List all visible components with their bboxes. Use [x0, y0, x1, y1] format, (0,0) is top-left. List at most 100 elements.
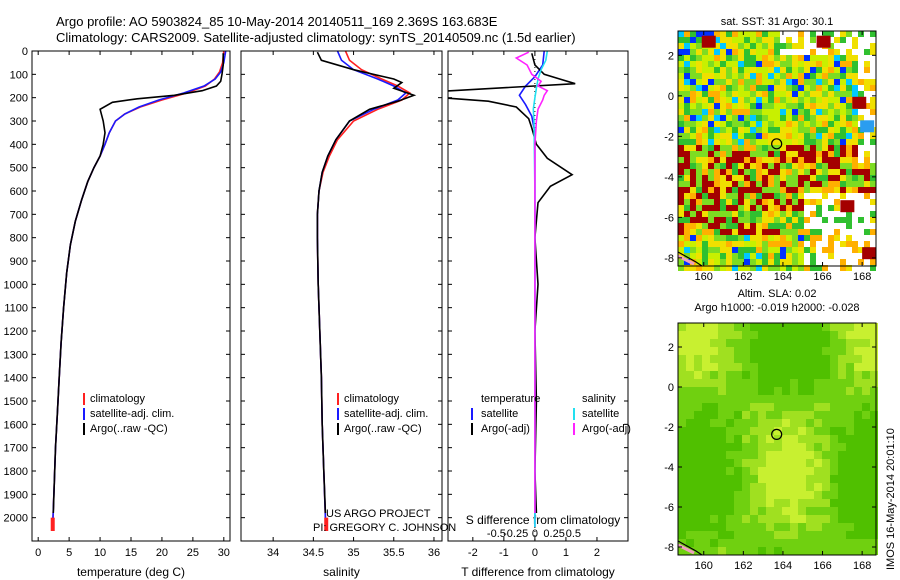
- map-cell: [720, 133, 726, 139]
- map-cell: [726, 205, 732, 211]
- map-cell: [694, 371, 702, 379]
- map-cell: [780, 151, 786, 157]
- map-cell: [742, 331, 750, 339]
- map-cell: [734, 403, 742, 411]
- map-cell: [738, 253, 744, 259]
- map-cell: [714, 43, 720, 49]
- map-cell: [846, 223, 852, 229]
- map-cell: [804, 157, 810, 163]
- map-cell: [790, 475, 798, 483]
- map-cell: [816, 235, 822, 241]
- legend-clim-label: climatology: [90, 393, 146, 405]
- map-cell: [798, 499, 806, 507]
- map-cell: [684, 139, 690, 145]
- map-cell: [768, 193, 774, 199]
- map-frame: [677, 322, 877, 556]
- map-cell: [864, 187, 870, 193]
- map-cell: [718, 467, 726, 475]
- y-tick-label: 1200: [4, 326, 28, 338]
- map-cell: [846, 151, 852, 157]
- map-cell: [690, 31, 696, 37]
- map-cell: [798, 109, 804, 115]
- map-cell: [768, 31, 774, 37]
- map-cell: [696, 259, 702, 265]
- map-cell: [732, 85, 738, 91]
- map-cell: [782, 435, 790, 443]
- map-cell: [750, 223, 756, 229]
- map-cell: [834, 217, 840, 223]
- map-cell: [780, 175, 786, 181]
- map-cell: [762, 103, 768, 109]
- map-y-tick-label: -6: [664, 502, 674, 514]
- map-cell: [846, 187, 852, 193]
- map-cell: [870, 103, 876, 109]
- map-cell: [750, 253, 756, 259]
- map-cell: [714, 217, 720, 223]
- map-cell: [690, 211, 696, 217]
- map-cell: [854, 451, 862, 459]
- y-tick-label: 500: [10, 163, 28, 175]
- map-cell: [726, 371, 734, 379]
- map-cell: [840, 193, 846, 199]
- map-cell: [822, 157, 828, 163]
- map-cell: [726, 491, 734, 499]
- map-cell: [738, 103, 744, 109]
- map-cell: [710, 531, 718, 539]
- map-cell: [852, 127, 858, 133]
- map-cell: [854, 539, 862, 547]
- map-cell: [708, 187, 714, 193]
- map-cell: [816, 97, 822, 103]
- map-cell: [768, 217, 774, 223]
- map-cell: [702, 133, 708, 139]
- map-cell: [846, 145, 852, 151]
- map-cell: [828, 235, 834, 241]
- map-cell: [782, 371, 790, 379]
- title-line-2: Climatology: CARS2009. Satellite-adjuste…: [56, 30, 576, 45]
- map-cell: [702, 419, 710, 427]
- map-cell: [726, 403, 734, 411]
- map-cell: [678, 435, 686, 443]
- map-cell: [782, 347, 790, 355]
- map-cell: [814, 331, 822, 339]
- map-cell: [686, 475, 694, 483]
- map-cell: [686, 323, 694, 331]
- map-cell: [838, 531, 846, 539]
- map-cell: [834, 49, 840, 55]
- map-cell: [834, 91, 840, 97]
- map-cell: [756, 175, 762, 181]
- map-cell: [838, 499, 846, 507]
- map-cell: [830, 403, 838, 411]
- map-cell: [690, 115, 696, 121]
- map-cell: [782, 411, 790, 419]
- map-cell: [840, 187, 846, 193]
- map-cell: [862, 435, 870, 443]
- map-cell: [732, 43, 738, 49]
- map-cell: [678, 241, 684, 247]
- map-cell: [846, 67, 852, 73]
- map-cell: [690, 109, 696, 115]
- map-cell: [678, 217, 684, 223]
- map-cell: [782, 355, 790, 363]
- map-cell: [738, 109, 744, 115]
- map-cell: [786, 103, 792, 109]
- map-cell: [714, 67, 720, 73]
- map-cell: [792, 91, 798, 97]
- map-cell: [774, 43, 780, 49]
- map-cell: [714, 85, 720, 91]
- map-cell: [846, 109, 852, 115]
- map-y-tick-label: -6: [664, 212, 674, 224]
- map-cell: [714, 103, 720, 109]
- legend-clim-label: climatology: [344, 393, 400, 405]
- map-cell: [838, 451, 846, 459]
- map-cell: [798, 539, 806, 547]
- map-cell: [806, 483, 814, 491]
- map-cell: [750, 211, 756, 217]
- map-cell: [774, 193, 780, 199]
- map-cell: [790, 467, 798, 475]
- map-cell: [814, 363, 822, 371]
- map-cell: [694, 451, 702, 459]
- map-cell: [774, 37, 780, 43]
- map-cell: [852, 169, 858, 175]
- map-cell: [732, 259, 738, 265]
- map-cell: [684, 37, 690, 43]
